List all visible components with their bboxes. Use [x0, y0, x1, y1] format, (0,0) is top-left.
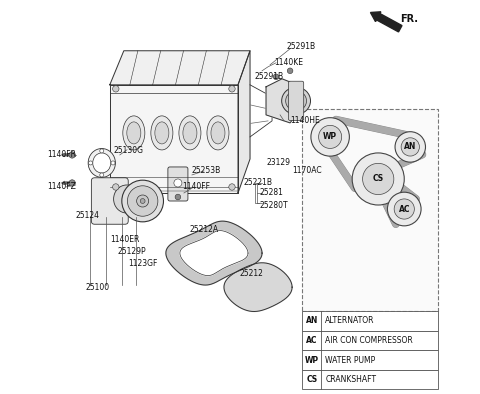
Polygon shape [238, 51, 250, 193]
Polygon shape [166, 221, 262, 285]
Text: 1140HE: 1140HE [290, 116, 320, 125]
Circle shape [319, 125, 342, 149]
Circle shape [69, 152, 75, 158]
FancyBboxPatch shape [168, 167, 188, 201]
FancyArrow shape [61, 181, 72, 185]
Ellipse shape [151, 116, 173, 150]
Circle shape [69, 180, 75, 186]
Text: 25281: 25281 [259, 188, 283, 197]
Text: 25212A: 25212A [190, 225, 219, 234]
Circle shape [100, 173, 104, 177]
Text: FR.: FR. [400, 14, 418, 24]
Circle shape [273, 74, 279, 80]
Ellipse shape [211, 122, 225, 144]
Circle shape [89, 161, 93, 165]
Text: 25280T: 25280T [259, 201, 288, 210]
Circle shape [311, 118, 349, 156]
Polygon shape [224, 263, 292, 312]
Ellipse shape [155, 122, 169, 144]
Text: 25212: 25212 [240, 269, 264, 278]
Text: 23129: 23129 [266, 158, 290, 167]
Text: WP: WP [323, 132, 337, 141]
Circle shape [122, 180, 164, 222]
Bar [302, 370, 438, 389]
Bar [302, 331, 438, 350]
Circle shape [175, 194, 180, 200]
Text: 1140FF: 1140FF [182, 182, 210, 191]
Circle shape [362, 164, 394, 195]
Circle shape [113, 184, 119, 190]
Circle shape [127, 186, 158, 216]
Text: AIR CON COMPRESSOR: AIR CON COMPRESSOR [325, 336, 413, 345]
Text: CS: CS [372, 175, 384, 184]
Circle shape [174, 179, 182, 187]
FancyArrow shape [61, 153, 72, 157]
Ellipse shape [286, 91, 307, 111]
Circle shape [111, 161, 115, 165]
Text: CS: CS [306, 375, 317, 384]
Circle shape [229, 85, 235, 92]
Polygon shape [110, 51, 250, 85]
Circle shape [229, 184, 235, 190]
Bar [302, 350, 438, 370]
Text: WP: WP [305, 355, 319, 364]
Ellipse shape [88, 149, 115, 177]
Text: AN: AN [306, 316, 318, 325]
Circle shape [352, 153, 404, 205]
Circle shape [387, 192, 421, 226]
Circle shape [287, 68, 293, 74]
Text: 25124: 25124 [76, 210, 100, 219]
Ellipse shape [183, 122, 197, 144]
Ellipse shape [123, 116, 145, 150]
Circle shape [394, 199, 414, 219]
Polygon shape [110, 85, 238, 193]
Text: AC: AC [306, 336, 317, 345]
Bar [302, 311, 438, 331]
Circle shape [137, 195, 149, 207]
Circle shape [100, 149, 104, 153]
Text: 1140KE: 1140KE [274, 58, 303, 67]
Text: 1170AC: 1170AC [292, 166, 322, 175]
Circle shape [395, 132, 425, 162]
FancyArrow shape [371, 12, 402, 32]
Bar [302, 109, 438, 311]
Ellipse shape [114, 185, 140, 213]
Text: ALTERNATOR: ALTERNATOR [325, 316, 375, 325]
Circle shape [113, 85, 119, 92]
Text: 25129P: 25129P [118, 247, 146, 256]
FancyBboxPatch shape [91, 178, 128, 224]
Text: WATER PUMP: WATER PUMP [325, 355, 375, 364]
Polygon shape [266, 79, 302, 123]
Ellipse shape [282, 87, 311, 115]
Text: 25100: 25100 [86, 282, 110, 292]
Text: 25291B: 25291B [286, 42, 315, 51]
Circle shape [401, 138, 420, 156]
Text: 25253B: 25253B [192, 166, 221, 175]
Text: 1140FR: 1140FR [47, 151, 76, 160]
Text: AN: AN [404, 142, 417, 151]
Text: 25291B: 25291B [254, 72, 283, 81]
Text: 25130G: 25130G [114, 147, 144, 155]
Text: CRANKSHAFT: CRANKSHAFT [325, 375, 376, 384]
Text: 1123GF: 1123GF [128, 258, 157, 268]
FancyBboxPatch shape [288, 81, 304, 121]
Ellipse shape [207, 116, 229, 150]
Ellipse shape [127, 122, 141, 144]
Circle shape [140, 199, 145, 203]
Text: AC: AC [398, 204, 410, 214]
Ellipse shape [179, 116, 201, 150]
Polygon shape [180, 230, 248, 275]
Text: 25221B: 25221B [243, 178, 272, 188]
Ellipse shape [93, 153, 111, 173]
Text: 1140FZ: 1140FZ [47, 182, 76, 191]
Text: 1140ER: 1140ER [110, 234, 139, 243]
